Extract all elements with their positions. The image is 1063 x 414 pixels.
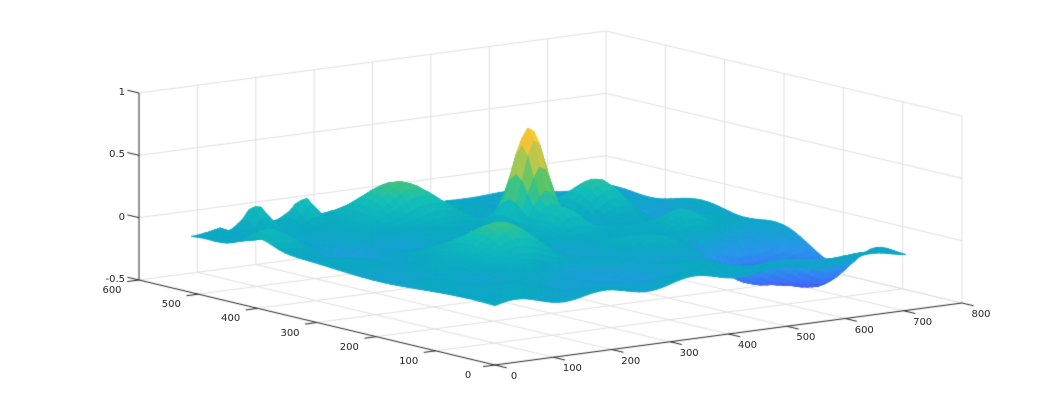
y-tick-label: 0 [464,370,472,381]
x-tick-label: 500 [796,332,816,344]
y-tick-label: 100 [399,355,419,367]
y-tick-label: 300 [280,327,300,339]
x-tick-label: 800 [971,309,991,320]
x-tick-label: 300 [679,347,699,359]
z-tick-label: 0 [118,211,125,223]
x-tick-label: 200 [621,355,641,367]
z-tick-label: 0.5 [109,149,125,161]
z-tick-label: -0.5 [105,274,125,285]
x-tick-label: 700 [913,316,933,328]
y-tick-label: 200 [339,341,359,353]
y-tick-label: 600 [102,285,122,296]
x-tick-label: 400 [737,340,758,351]
x-tick-label: 0 [510,371,518,382]
x-tick-label: 600 [854,324,874,336]
x-tick-label: 100 [562,363,582,375]
y-tick-label: 500 [161,299,181,311]
z-tick-label: 1 [118,86,125,98]
y-tick-label: 400 [221,313,241,325]
